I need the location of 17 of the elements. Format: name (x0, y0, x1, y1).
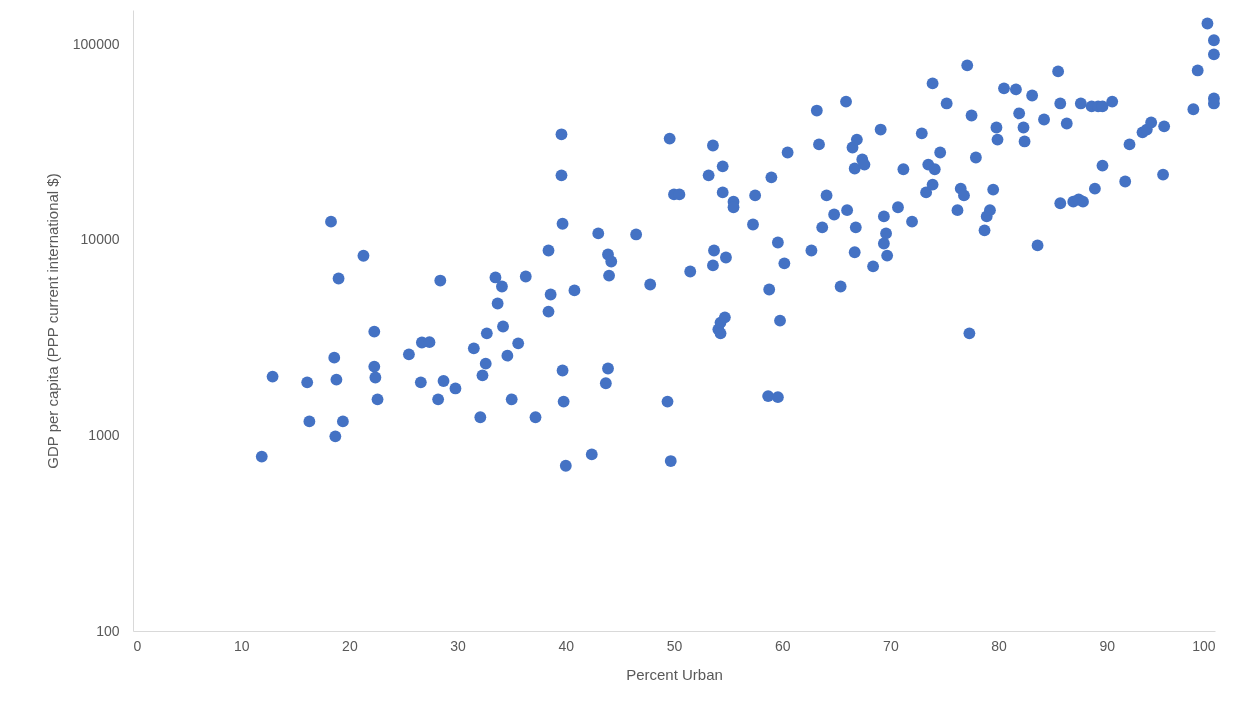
x-tick-label: 0 (133, 637, 142, 654)
x-tick-label: 100 (1192, 637, 1216, 654)
y-tick-label: 100000 (72, 35, 120, 52)
x-tick-label: 50 (666, 637, 683, 654)
x-tick-label: 70 (883, 637, 899, 654)
x-tick-label: 20 (342, 637, 358, 654)
y-tick-label: 100 (96, 622, 120, 639)
x-tick-label: 10 (233, 637, 250, 654)
x-tick-label: 40 (558, 637, 575, 654)
x-tick-label: 80 (991, 637, 1008, 654)
x-tick-label: 90 (1099, 637, 1116, 654)
x-axis-title: Percent Urban (626, 665, 723, 683)
y-tick-label: 1000 (88, 426, 120, 443)
y-tick-label: 10000 (80, 231, 120, 248)
x-tick-label: 30 (450, 637, 467, 654)
y-axis-title: GDP per capita (PPP current international $) (43, 173, 61, 469)
x-tick-label: 60 (774, 637, 791, 654)
